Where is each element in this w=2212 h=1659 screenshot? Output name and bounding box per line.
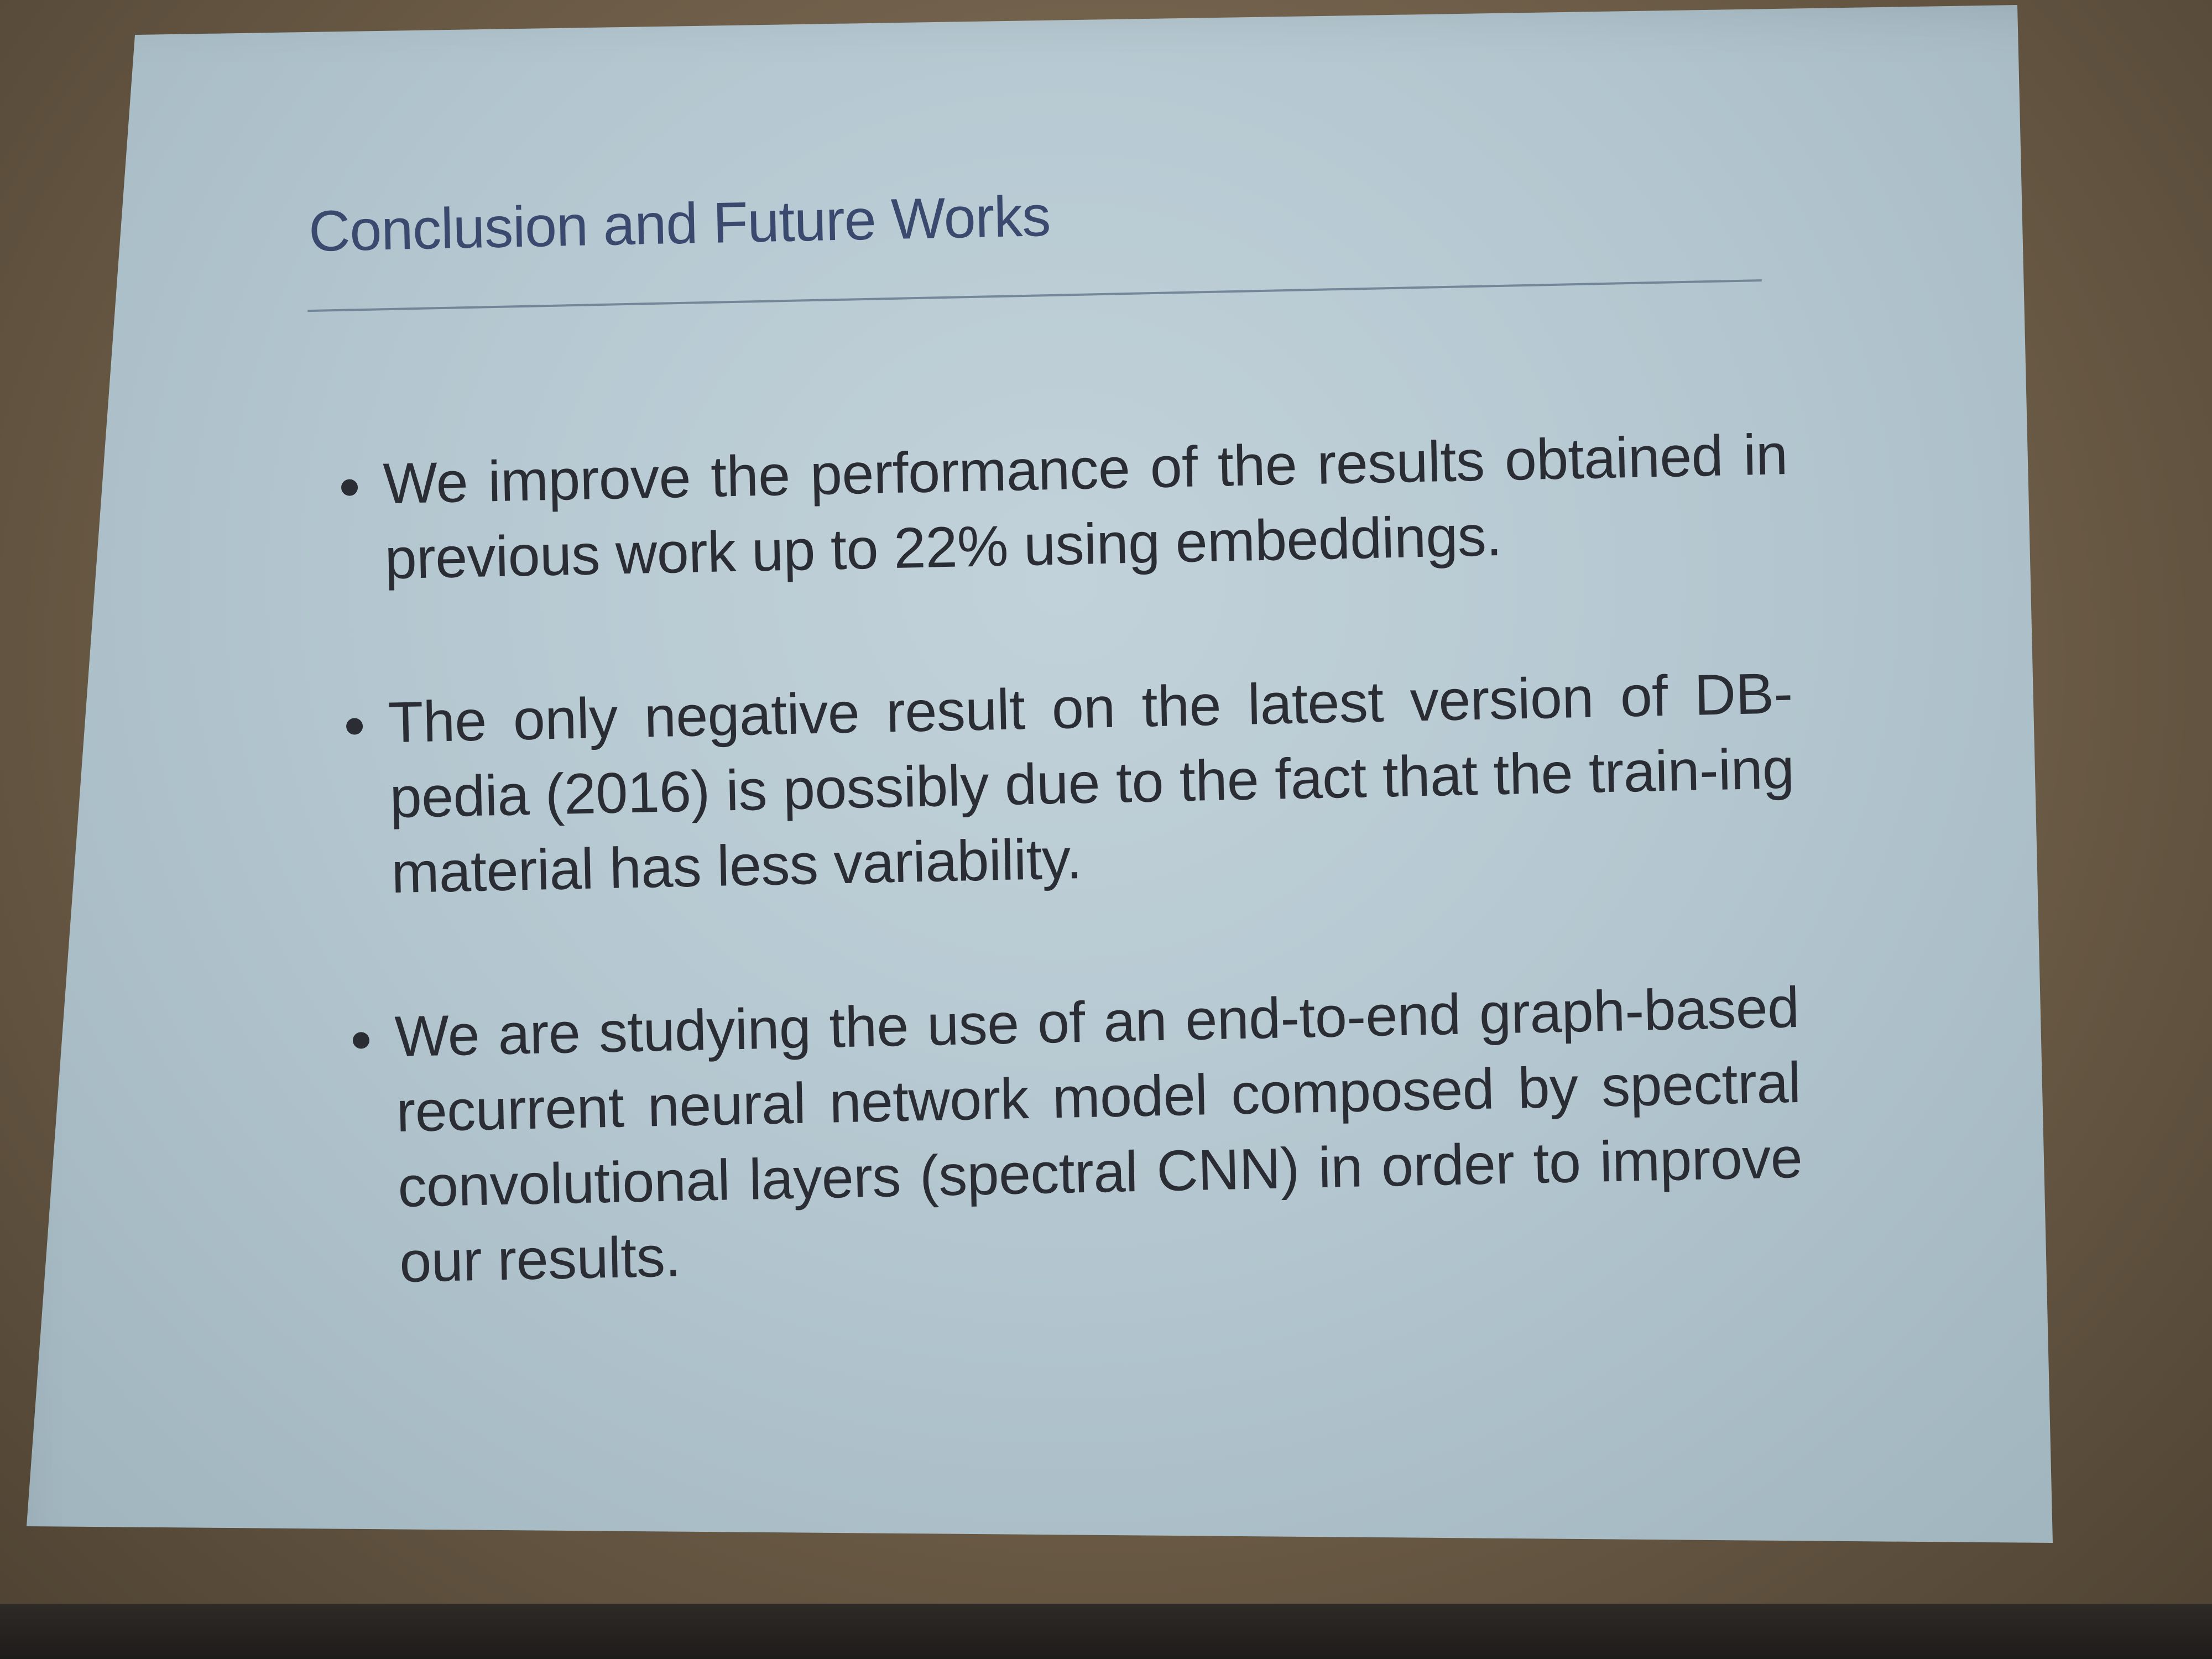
bullet-point-icon <box>346 718 363 735</box>
bullet-point-icon <box>341 479 358 496</box>
title-divider <box>307 279 1762 312</box>
bullet-text: We improve the performance of the result… <box>382 422 1788 592</box>
bullet-item: We are studying the use of an end-to-end… <box>349 970 1804 1301</box>
bullet-item: The only negative result on the latest v… <box>343 656 1797 912</box>
bullet-item: We improve the performance of the result… <box>338 417 1790 598</box>
slide-title: Conclusion and Future Works <box>308 184 1051 264</box>
bullet-text: The only negative result on the latest v… <box>387 661 1795 906</box>
bullet-list: We improve the performance of the result… <box>338 417 1807 1389</box>
screen-bottom-edge <box>0 1604 2212 1659</box>
bullet-text: We are studying the use of an end-to-end… <box>394 975 1803 1295</box>
bullet-point-icon <box>352 1032 370 1049</box>
